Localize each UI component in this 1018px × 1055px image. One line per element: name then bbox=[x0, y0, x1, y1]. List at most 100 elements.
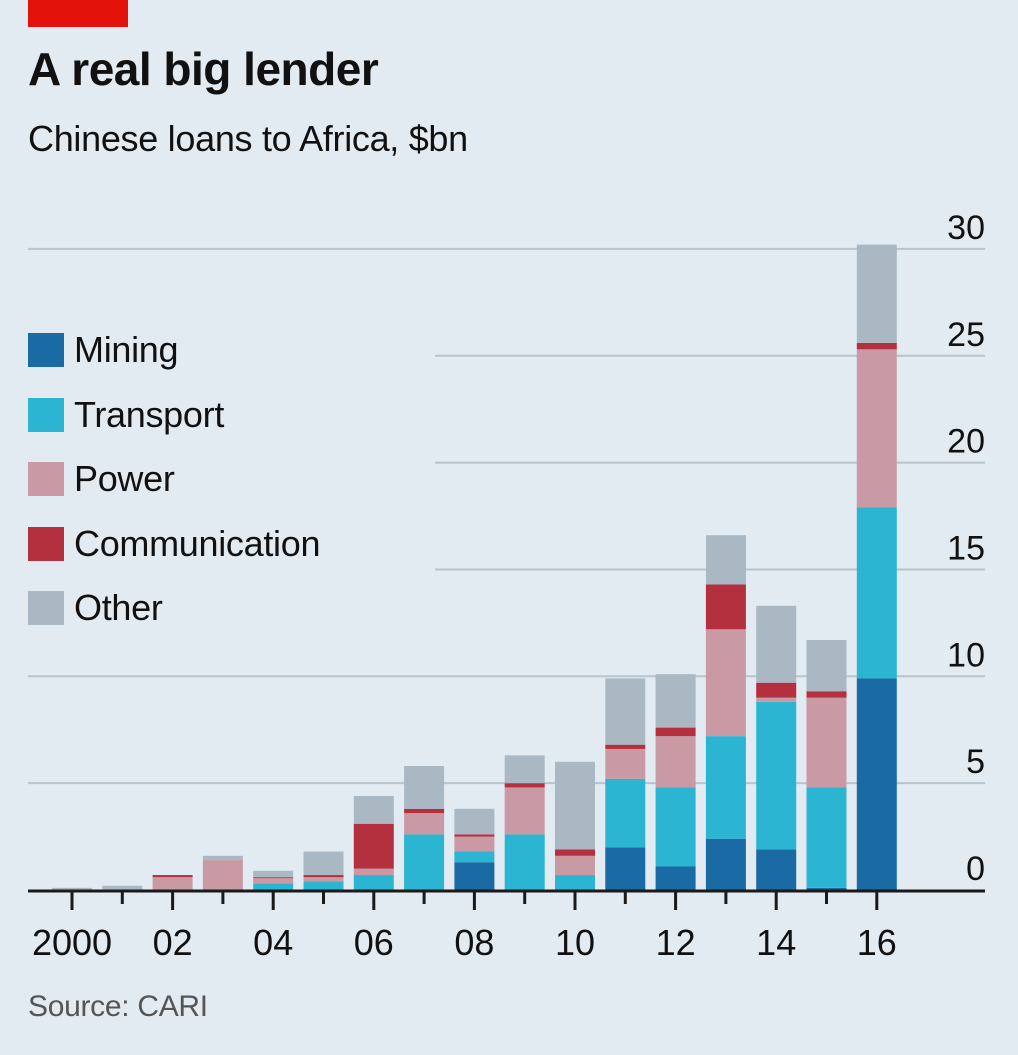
legend-swatch-mining bbox=[28, 333, 64, 368]
bar-power-2011 bbox=[605, 748, 646, 779]
y-tick-label: 25 bbox=[947, 316, 985, 354]
bar-power-2010 bbox=[555, 855, 595, 876]
legend-swatch-transport bbox=[28, 397, 64, 432]
bar-stack-2007 bbox=[404, 766, 445, 890]
bar-communication-2002 bbox=[152, 875, 193, 878]
bar-other-2001 bbox=[102, 885, 143, 890]
chart-subtitle: Chinese loans to Africa, $bn bbox=[28, 118, 468, 159]
bar-other-2010 bbox=[555, 761, 595, 850]
bar-mining-2013 bbox=[705, 838, 746, 890]
x-tick-label: 2000 bbox=[32, 922, 112, 963]
bar-power-2005 bbox=[303, 877, 344, 882]
bar-mining-2012 bbox=[655, 866, 696, 890]
bar-other-2000 bbox=[52, 887, 92, 890]
bar-transport-2008 bbox=[454, 851, 495, 863]
bar-power-2004 bbox=[253, 878, 294, 884]
bar-power-2016 bbox=[856, 349, 897, 508]
legend-label-transport: Transport bbox=[74, 393, 225, 435]
bar-stack-2003 bbox=[202, 855, 243, 890]
x-tick-label: 16 bbox=[857, 922, 897, 963]
bar-mining-2014 bbox=[756, 849, 797, 890]
bar-communication-2010 bbox=[555, 849, 595, 856]
bar-other-2009 bbox=[504, 755, 545, 784]
bar-power-2012 bbox=[655, 736, 696, 788]
legend-item-other: Other bbox=[28, 576, 320, 641]
bar-stack-2016 bbox=[856, 244, 897, 890]
bar-stack-2010 bbox=[555, 761, 595, 890]
x-tick-label: 04 bbox=[253, 922, 293, 963]
bar-power-2002 bbox=[152, 877, 193, 890]
bar-other-2012 bbox=[655, 674, 696, 728]
legend-label-communication: Communication bbox=[74, 522, 321, 564]
bar-communication-2006 bbox=[353, 823, 394, 869]
bar-stack-2009 bbox=[504, 755, 545, 890]
bar-other-2013 bbox=[705, 535, 746, 585]
bar-communication-2004 bbox=[253, 877, 294, 879]
source-note: Source: CARI bbox=[28, 990, 208, 1023]
brand-tab bbox=[28, 0, 128, 27]
legend-swatch-communication bbox=[28, 526, 64, 561]
bar-transport-2013 bbox=[705, 736, 746, 839]
bar-other-2006 bbox=[353, 795, 394, 824]
bar-stack-2005 bbox=[303, 851, 344, 890]
y-tick-label: 15 bbox=[947, 529, 985, 567]
bar-communication-2009 bbox=[504, 783, 545, 788]
bar-transport-2015 bbox=[806, 787, 847, 888]
bar-transport-2006 bbox=[353, 875, 394, 890]
bar-other-2008 bbox=[454, 808, 495, 835]
x-axis bbox=[28, 889, 985, 910]
bar-communication-2012 bbox=[655, 727, 696, 737]
bar-mining-2008 bbox=[454, 862, 495, 890]
bar-communication-2011 bbox=[605, 744, 646, 749]
bar-communication-2015 bbox=[806, 691, 847, 698]
bar-mining-2016 bbox=[856, 678, 897, 890]
bar-power-2006 bbox=[353, 868, 394, 876]
bar-stack-2012 bbox=[655, 674, 696, 890]
bar-transport-2010 bbox=[555, 875, 595, 890]
x-tick-label: 12 bbox=[656, 922, 696, 963]
bar-other-2014 bbox=[756, 605, 797, 683]
bar-power-2009 bbox=[504, 787, 545, 835]
bar-stack-2002 bbox=[152, 875, 193, 890]
bar-stack-2006 bbox=[353, 795, 394, 890]
legend-label-power: Power bbox=[74, 458, 175, 500]
bar-power-2013 bbox=[705, 629, 746, 737]
bar-transport-2011 bbox=[605, 778, 646, 848]
bar-stack-2000 bbox=[52, 887, 92, 890]
bar-other-2003 bbox=[202, 855, 243, 861]
legend-item-communication: Communication bbox=[28, 512, 321, 577]
bar-mining-2011 bbox=[605, 847, 646, 890]
legend-label-other: Other bbox=[74, 587, 163, 629]
bar-communication-2016 bbox=[856, 342, 897, 350]
bar-other-2016 bbox=[856, 244, 897, 343]
x-tick-label: 06 bbox=[354, 922, 394, 963]
bar-other-2005 bbox=[303, 851, 344, 876]
bar-stack-2015 bbox=[806, 639, 847, 890]
bar-transport-2012 bbox=[655, 787, 696, 867]
bar-communication-2005 bbox=[303, 875, 344, 878]
bar-other-2011 bbox=[605, 678, 646, 745]
bar-other-2007 bbox=[404, 766, 445, 809]
x-tick-label: 02 bbox=[153, 922, 193, 963]
x-tick-label: 14 bbox=[756, 922, 796, 963]
bar-power-2015 bbox=[806, 697, 847, 788]
x-tick-label: 08 bbox=[454, 922, 494, 963]
x-tick-labels: 2000 02 04 06 08 10 12 14 16 bbox=[32, 922, 897, 963]
y-tick-label: 5 bbox=[966, 743, 985, 781]
legend-swatch-other bbox=[28, 591, 64, 626]
bar-stack-2011 bbox=[605, 678, 646, 890]
legend-swatch-power bbox=[28, 462, 64, 497]
chart-title: A real big lender bbox=[28, 43, 379, 95]
legend-item-transport: Transport bbox=[28, 383, 320, 448]
y-tick-label: 20 bbox=[947, 423, 985, 461]
legend-item-power: Power bbox=[28, 447, 320, 512]
bar-other-2015 bbox=[806, 639, 847, 692]
y-tick-label: 30 bbox=[947, 209, 985, 247]
bar-transport-2009 bbox=[504, 834, 545, 890]
bar-communication-2014 bbox=[756, 682, 797, 698]
bar-communication-2007 bbox=[404, 808, 445, 814]
bar-mining-2015 bbox=[806, 887, 847, 890]
bar-power-2003 bbox=[202, 860, 243, 890]
bar-stack-2001 bbox=[102, 885, 143, 890]
